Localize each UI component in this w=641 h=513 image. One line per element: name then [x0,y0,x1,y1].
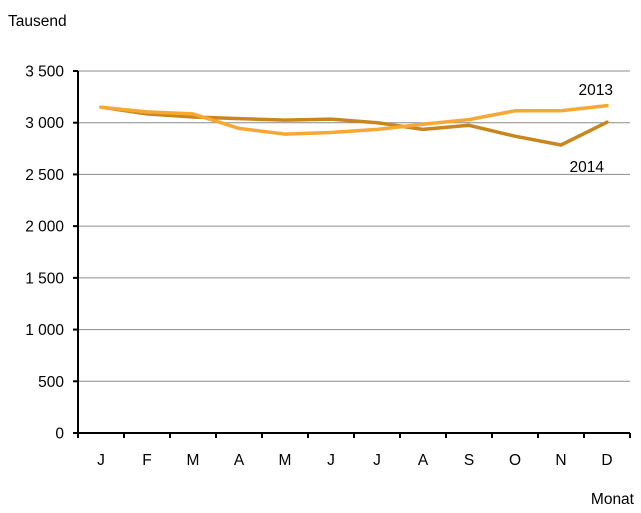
x-tick-label: A [234,452,245,469]
x-axis-title: Monat [591,491,635,508]
y-tick-label: 3 500 [25,64,64,81]
x-tick-label: J [327,452,335,469]
series-label-2013: 2013 [579,82,613,99]
x-tick-label: M [187,452,200,469]
x-tick-label: A [418,452,429,469]
series-line-2014 [99,105,609,147]
series-label-2014: 2014 [570,159,605,176]
y-tick-label: 500 [38,374,64,391]
y-tick-label: 3 000 [25,115,64,132]
y-tick-label: 2 500 [25,167,64,184]
x-tick-label: D [601,452,612,469]
y-axis-title: Tausend [8,13,67,30]
x-tick-label: J [97,452,105,469]
x-tick-label: N [555,452,566,469]
y-axis: 0 500 1 000 1 500 2 000 2 500 3 000 3 500 [25,64,79,443]
x-tick-label: M [279,452,292,469]
y-tick-label: 1 500 [25,270,64,287]
x-tick-label: O [509,452,521,469]
y-tick-label: 2 000 [25,219,64,236]
gridlines [78,70,630,382]
y-tick-label: 1 000 [25,322,64,339]
y-tick-label: 0 [55,426,64,443]
x-tick-label: J [373,452,381,469]
x-tick-label: S [464,452,474,469]
series-lines [99,103,609,147]
series-line-2013 [99,103,609,136]
x-tick-label: F [142,452,151,469]
